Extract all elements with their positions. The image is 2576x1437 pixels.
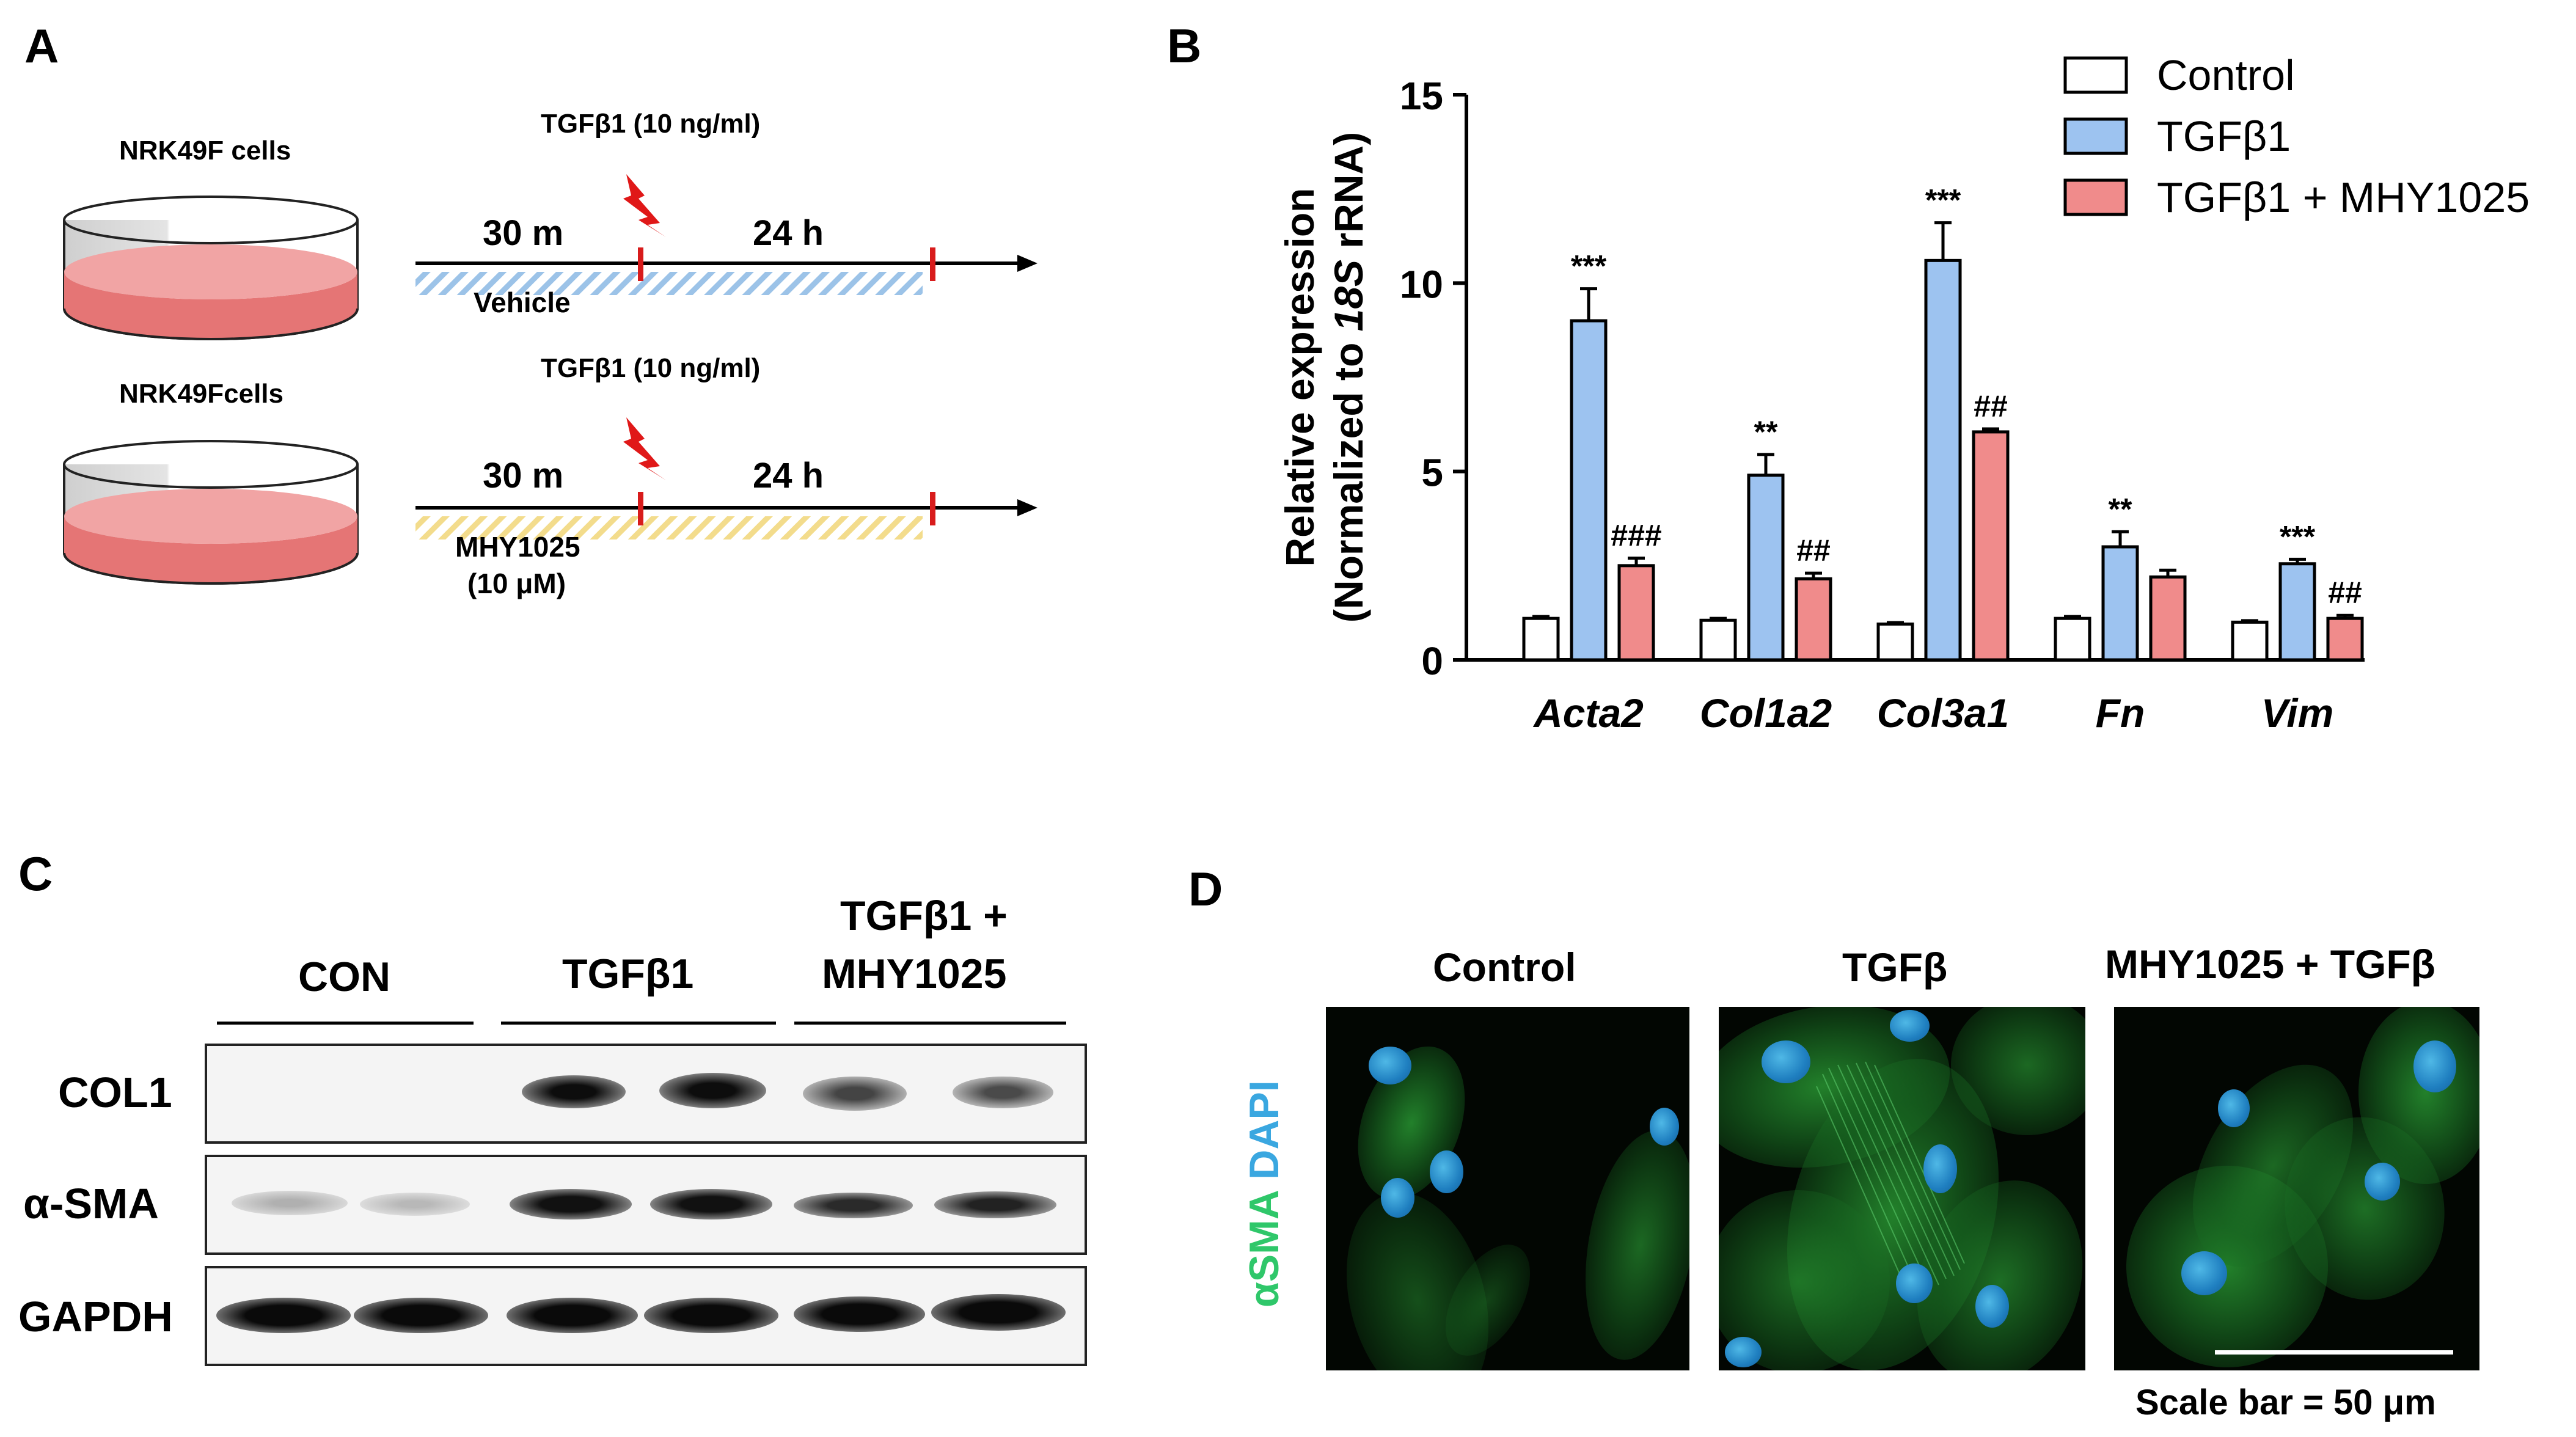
treatment-label-row1: TGFβ1 (10 ng/ml): [541, 109, 761, 139]
scale-bar: [2215, 1350, 2453, 1355]
bar: [1747, 474, 1785, 662]
lightning-bolt-icon: [623, 417, 666, 480]
row-label-asma: α-SMA: [23, 1180, 159, 1227]
pre-time-row2: 30 m: [483, 456, 564, 495]
legend-swatch: [2063, 117, 2128, 155]
significance-label: ***: [1571, 249, 1607, 283]
stain-label-blue: DAPI: [1241, 1080, 1287, 1180]
group-label-combo-line2: MHY1025: [822, 951, 1007, 997]
stain-label: αSMA DAPI: [1240, 1080, 1288, 1307]
legend-label: TGFβ1 + MHY1025: [2157, 174, 2530, 221]
row-label-col1: COL1: [58, 1069, 172, 1116]
x-tick-label: Col3a1: [1877, 690, 2009, 736]
pre-time-row1: 30 m: [483, 213, 564, 253]
y-tick-label: 0: [1421, 639, 1443, 683]
panel-letter-a: A: [24, 19, 59, 73]
y-axis-label: Relative expression: [1277, 188, 1322, 567]
significance-label: ***: [2280, 519, 2316, 554]
group-label-tgfb1: TGFβ1: [562, 951, 694, 997]
bar: [1570, 319, 1608, 662]
column-label-tgfb: TGFβ: [1842, 945, 1948, 990]
significance-label: **: [2109, 492, 2132, 526]
y-tick-label: 15: [1400, 74, 1443, 118]
timeline-row1: [415, 247, 1037, 295]
significance-label: ##: [1974, 389, 2008, 423]
column-label-mhy-tgfb: MHY1025 + TGFβ: [2105, 942, 2435, 987]
bar: [1522, 616, 1560, 662]
bar: [1876, 622, 1914, 662]
bar: [1699, 618, 1737, 662]
bar: [2326, 616, 2364, 662]
legend-label: Control: [2157, 51, 2295, 99]
bar: [2101, 545, 2139, 662]
stain-label-green: αSMA: [1241, 1191, 1287, 1307]
x-tick-label: Col1a2: [1700, 690, 1832, 736]
treatment-label-row2: TGFβ1 (10 ng/ml): [541, 353, 761, 383]
condition-row2: MHY1025: [455, 531, 580, 563]
group-underline-tgfb1: [501, 1022, 776, 1025]
significance-label: **: [1754, 415, 1778, 449]
bar-chart: 0 5 10 15 Relative expression (Normalized to …: [1277, 51, 2530, 736]
group-underline-con: [217, 1022, 474, 1025]
y-tick-label: 10: [1400, 262, 1443, 306]
scale-bar-label: Scale bar = 50 μm: [2135, 1383, 2436, 1422]
blot-col1: [205, 1044, 1087, 1144]
lightning-bolt-icon: [623, 174, 666, 237]
significance-label: ***: [1925, 183, 1961, 218]
significance-label: ###: [1611, 519, 1661, 553]
micrograph-tgfb: [1719, 1007, 2085, 1370]
row-label-gapdh: GAPDH: [18, 1293, 173, 1340]
timeline-row2: [415, 492, 1037, 539]
legend-swatch: [2063, 56, 2128, 94]
cells-label-row1: NRK49F cells: [119, 136, 291, 166]
group-underline-combo: [794, 1022, 1066, 1025]
micrograph-control: [1326, 1007, 1689, 1370]
condition-row1: Vehicle: [474, 287, 571, 318]
cells-label-row2: NRK49Fcells: [119, 379, 284, 409]
y-axis-label-normalization: (Normalized to 18S rRNA): [1326, 132, 1371, 623]
micrograph-mhy-tgfb: [2114, 1007, 2479, 1370]
post-time-row1: 24 h: [753, 213, 824, 253]
post-time-row2: 24 h: [753, 456, 824, 495]
x-tick-label: Vim: [2261, 690, 2334, 736]
panel-letter-b: B: [1167, 19, 1202, 73]
blot-asma: [205, 1155, 1087, 1255]
blot-gapdh: [205, 1266, 1087, 1366]
significance-label: ##: [1796, 533, 1831, 568]
condition-dose-row2: (10 μM): [467, 568, 566, 599]
panel-letter-c: C: [18, 847, 53, 901]
bar: [2231, 620, 2269, 662]
column-label-control: Control: [1433, 945, 1576, 990]
bar: [1795, 577, 1832, 662]
culture-dish-row2: [63, 440, 359, 585]
bar: [1924, 258, 1962, 662]
group-label-combo-line1: TGFβ1 +: [840, 893, 1008, 939]
culture-dish-row1: [63, 196, 359, 340]
legend-swatch: [2063, 178, 2128, 216]
group-label-con: CON: [298, 954, 391, 1000]
x-tick-label: Fn: [2096, 690, 2145, 736]
y-tick-label: 5: [1421, 451, 1443, 495]
bar: [2149, 575, 2187, 662]
bar: [2054, 616, 2091, 662]
bar: [1972, 430, 2010, 662]
bar: [1617, 564, 1655, 662]
legend-label: TGFβ1: [2157, 112, 2291, 160]
bar: [2278, 562, 2316, 662]
x-tick-label: Acta2: [1532, 690, 1644, 736]
significance-label: ##: [2328, 576, 2362, 610]
panel-letter-d: D: [1188, 862, 1223, 916]
